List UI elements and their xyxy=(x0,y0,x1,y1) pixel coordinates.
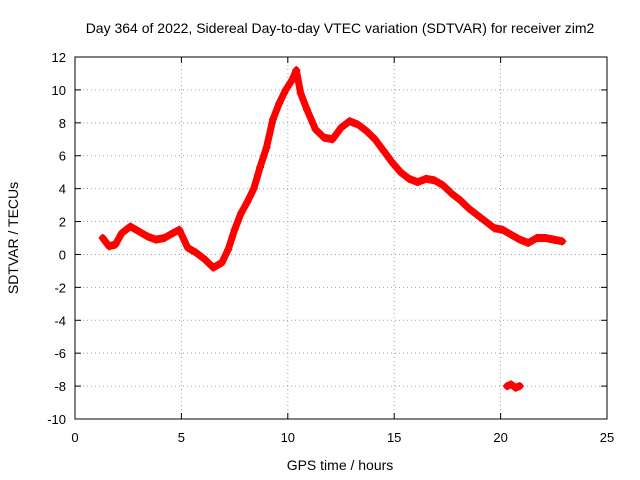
x-tick-label: 15 xyxy=(387,430,401,445)
data-point-marker xyxy=(422,174,431,183)
data-point-marker xyxy=(200,255,209,264)
data-point-marker xyxy=(345,117,354,126)
data-point-marker xyxy=(388,158,397,167)
data-point-marker xyxy=(490,224,499,233)
y-tick-label: 10 xyxy=(52,83,66,98)
data-point-marker xyxy=(558,237,567,246)
data-series xyxy=(98,66,567,392)
y-tick-label: 0 xyxy=(59,247,66,262)
data-point-marker xyxy=(511,383,520,392)
data-point-marker xyxy=(143,232,152,241)
chart-title: Day 364 of 2022, Sidereal Day-to-day VTE… xyxy=(86,20,595,36)
data-point-marker xyxy=(328,135,337,144)
data-point-marker xyxy=(396,168,405,177)
y-tick-label: 12 xyxy=(52,50,66,65)
data-point-marker xyxy=(230,225,239,234)
data-point-marker xyxy=(292,66,301,75)
series-band-path xyxy=(99,66,566,272)
data-point-marker xyxy=(532,234,541,242)
data-point-marker xyxy=(439,181,448,190)
data-point-marker xyxy=(236,209,245,218)
data-point-marker xyxy=(224,245,233,254)
series-upper-trace xyxy=(506,380,521,386)
data-point-marker xyxy=(151,235,160,244)
x-tick-label: 20 xyxy=(493,430,507,445)
y-tick-label: 2 xyxy=(59,215,66,230)
x-tick-label: 10 xyxy=(281,430,295,445)
y-tick-label: -8 xyxy=(54,379,66,394)
series-lower-trace xyxy=(506,386,521,392)
data-point-marker xyxy=(456,196,465,205)
data-point-marker xyxy=(498,225,507,234)
data-point-marker xyxy=(371,135,380,144)
series-outlier-cluster xyxy=(502,380,524,392)
data-point-marker xyxy=(481,217,490,226)
data-point-marker xyxy=(296,89,305,98)
y-axis-label: SDTVAR / TECUs xyxy=(5,182,21,294)
data-point-marker xyxy=(507,380,516,389)
data-point-marker xyxy=(502,382,511,391)
grid-lines xyxy=(75,57,607,419)
data-point-marker xyxy=(362,127,371,136)
y-tick-label: -10 xyxy=(47,412,66,427)
data-point-marker xyxy=(117,229,126,238)
x-axis-label: GPS time / hours xyxy=(287,457,394,473)
data-point-marker xyxy=(337,123,345,132)
data-point-marker xyxy=(405,174,414,183)
data-point-marker xyxy=(98,234,107,242)
data-point-marker xyxy=(262,143,271,152)
data-point-marker xyxy=(354,120,363,129)
data-point-marker xyxy=(134,227,143,236)
series-band-path xyxy=(503,380,524,392)
data-point-marker xyxy=(256,163,265,172)
x-tick-label: 25 xyxy=(600,430,614,445)
data-point-marker xyxy=(302,105,311,114)
data-point-marker xyxy=(447,189,456,198)
data-point-marker xyxy=(288,76,297,85)
series-upper-trace xyxy=(101,66,564,266)
y-tick-label: -4 xyxy=(54,313,66,328)
data-point-marker xyxy=(524,238,533,247)
data-point-marker xyxy=(183,243,192,252)
data-point-marker xyxy=(515,382,524,391)
data-point-marker xyxy=(464,204,473,213)
y-tick-label: -2 xyxy=(54,280,66,295)
data-point-marker xyxy=(217,258,226,267)
y-tick-label: -6 xyxy=(54,346,66,361)
data-point-marker xyxy=(209,263,218,272)
data-point-marker xyxy=(105,242,114,251)
data-point-marker xyxy=(243,197,252,206)
y-tick-label: 8 xyxy=(59,116,66,131)
series-lower-trace xyxy=(101,72,564,272)
data-point-marker xyxy=(541,234,550,242)
x-tick-label: 0 xyxy=(71,430,78,445)
data-point-marker xyxy=(549,235,558,244)
y-tick-label: 4 xyxy=(59,182,66,197)
series-main-trace xyxy=(98,66,567,272)
data-point-marker xyxy=(249,184,258,193)
data-point-marker xyxy=(175,225,184,234)
data-point-marker xyxy=(379,146,388,155)
data-point-marker xyxy=(430,176,439,185)
data-point-marker xyxy=(515,235,524,244)
data-point-marker xyxy=(319,133,328,142)
data-point-marker xyxy=(160,234,169,242)
data-point-marker xyxy=(275,99,284,108)
data-point-marker xyxy=(413,178,422,187)
data-point-marker xyxy=(281,85,290,94)
data-point-marker xyxy=(126,222,135,231)
data-point-marker xyxy=(507,230,516,239)
data-point-marker xyxy=(311,125,320,134)
data-point-marker xyxy=(192,248,201,257)
axis-ticks: -10 -8 -6 -4 -2 0 2 4 6 8 10 12 0 5 10 15 20 25 xyxy=(47,50,614,445)
data-point-marker xyxy=(473,210,482,219)
data-point-marker xyxy=(268,115,277,124)
data-point-marker xyxy=(168,229,177,238)
y-tick-label: 6 xyxy=(59,149,66,164)
plot-frame xyxy=(74,56,608,420)
data-point-marker xyxy=(111,240,120,249)
x-tick-label: 5 xyxy=(178,430,185,445)
